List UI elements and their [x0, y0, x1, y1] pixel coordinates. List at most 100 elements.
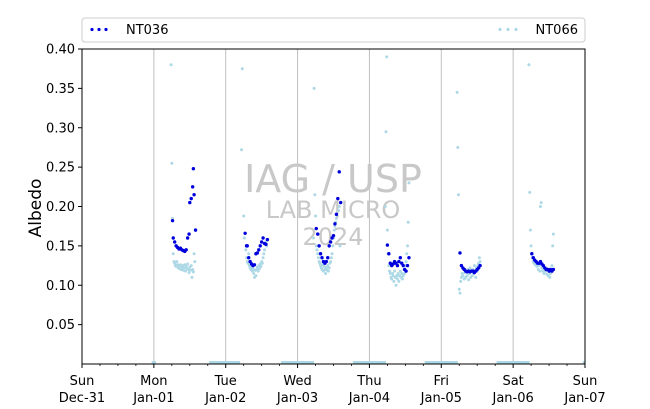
point-nt066: [394, 283, 398, 287]
point-nt066: [326, 264, 330, 268]
point-nt066: [393, 269, 397, 273]
x-tick-label-date-2: Jan-02: [204, 391, 246, 406]
x-tick-label-date-4: Jan-04: [348, 391, 390, 406]
point-nt066: [169, 63, 173, 67]
point-nt066: [541, 269, 545, 273]
point-nt066: [190, 275, 194, 279]
x-tick-label-date-0: Dec-31: [59, 391, 105, 406]
x-tick-label-day-2: Tue: [214, 374, 237, 389]
point-nt066: [261, 256, 265, 260]
legend-dot-nt036: [97, 27, 101, 32]
y-axis: 0.05 0.10 0.15 0.20 0.25 0.30 0.35 0.40: [46, 43, 82, 333]
point-nt066: [240, 148, 244, 152]
x-tick-label-date-3: Jan-03: [276, 391, 318, 406]
point-nt066: [457, 193, 461, 197]
point-nt066: [327, 266, 331, 270]
point-nt066: [170, 161, 174, 165]
plot-area: IAG / USP LAB MICRO 2024: [81, 48, 586, 365]
x-tick-label-day-5: Fri: [434, 374, 450, 389]
point-nt036: [318, 252, 323, 256]
point-nt066: [460, 271, 464, 275]
point-nt036: [404, 269, 408, 273]
point-nt036: [334, 212, 339, 217]
point-nt036: [336, 196, 340, 201]
watermark-line2: LAB MICRO: [266, 196, 401, 224]
point-nt036: [331, 233, 336, 238]
point-nt066: [540, 266, 544, 270]
point-nt066: [171, 216, 175, 220]
point-nt036: [530, 252, 534, 256]
point-nt066: [390, 277, 394, 281]
point-nt066: [404, 260, 408, 264]
point-nt036: [324, 259, 329, 264]
y-tick-label-4: 0.25: [46, 161, 75, 176]
x-tick-label-day-3: Wed: [283, 374, 311, 389]
point-nt036: [172, 240, 177, 244]
y-axis-title: Albedo: [26, 179, 46, 238]
point-nt066: [538, 205, 542, 208]
point-nt036: [257, 248, 261, 252]
legend-frame: [81, 17, 586, 43]
point-nt066: [474, 275, 478, 279]
point-nt066: [542, 271, 546, 275]
point-nt066: [329, 260, 333, 264]
point-nt066: [539, 201, 543, 205]
point-nt066: [192, 252, 196, 256]
point-nt066: [470, 274, 474, 278]
point-nt036: [188, 200, 192, 205]
legend-marker-nt036: [90, 27, 108, 32]
point-nt036: [315, 232, 320, 236]
x-tick-label-date-5: Jan-05: [420, 391, 462, 406]
point-nt066: [468, 266, 472, 270]
point-nt066: [407, 181, 411, 185]
watermark-line1: IAG / USP: [244, 157, 422, 201]
point-nt066: [187, 271, 191, 275]
point-nt066: [311, 236, 315, 240]
y-tick-label-2: 0.15: [46, 239, 75, 254]
point-nt066: [171, 252, 175, 256]
point-nt066: [551, 244, 555, 248]
point-nt066: [257, 267, 261, 271]
point-nt036: [328, 240, 333, 244]
point-nt036: [170, 218, 175, 223]
point-nt066: [314, 244, 318, 248]
point-nt066: [550, 264, 554, 268]
x-tick-label-day-7: Sun: [573, 374, 598, 389]
point-nt036: [261, 236, 265, 240]
point-nt066: [251, 267, 255, 271]
point-nt036: [387, 252, 391, 256]
point-nt036: [338, 200, 343, 205]
point-nt066: [193, 260, 197, 264]
point-nt036: [247, 255, 251, 260]
y-tick-label-6: 0.35: [46, 82, 75, 97]
point-nt066: [252, 271, 256, 275]
point-nt066: [254, 274, 258, 278]
point-nt066: [405, 252, 409, 256]
point-nt066: [397, 279, 401, 283]
point-nt066: [549, 271, 553, 275]
legend-marker-nt066: [498, 27, 518, 32]
point-nt066: [396, 271, 400, 275]
point-nt066: [472, 264, 476, 268]
point-nt066: [401, 274, 405, 278]
point-nt066: [250, 269, 254, 273]
point-nt066: [385, 55, 389, 59]
legend-dot-nt066: [498, 27, 502, 32]
point-nt036: [252, 263, 257, 267]
x-tick-label-day-4: Thu: [356, 374, 381, 389]
point-nt036: [314, 226, 318, 231]
series-nt036: [170, 167, 556, 275]
point-nt066: [322, 264, 326, 268]
point-nt066: [313, 193, 317, 197]
point-nt066: [326, 269, 330, 273]
point-nt066: [457, 287, 461, 291]
point-nt066: [538, 269, 542, 273]
x-tick-label-date-7: Jan-07: [563, 391, 605, 406]
point-nt066: [247, 252, 251, 256]
point-nt066: [337, 205, 341, 208]
point-nt066: [263, 248, 267, 252]
point-nt066: [315, 248, 319, 252]
point-nt066: [186, 262, 190, 266]
point-nt036: [405, 263, 410, 268]
